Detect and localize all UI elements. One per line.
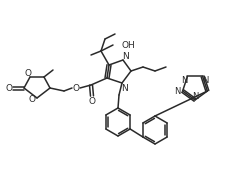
Text: O: O bbox=[25, 68, 32, 78]
Text: OH: OH bbox=[121, 40, 135, 50]
Text: N: N bbox=[181, 76, 188, 85]
Text: N: N bbox=[121, 83, 127, 93]
Text: N: N bbox=[192, 92, 198, 100]
Text: N: N bbox=[174, 87, 181, 95]
Text: O: O bbox=[88, 96, 95, 105]
Text: N: N bbox=[122, 51, 128, 61]
Text: O: O bbox=[6, 83, 12, 93]
Text: O: O bbox=[28, 94, 35, 104]
Text: N: N bbox=[202, 76, 209, 85]
Text: O: O bbox=[72, 83, 79, 93]
